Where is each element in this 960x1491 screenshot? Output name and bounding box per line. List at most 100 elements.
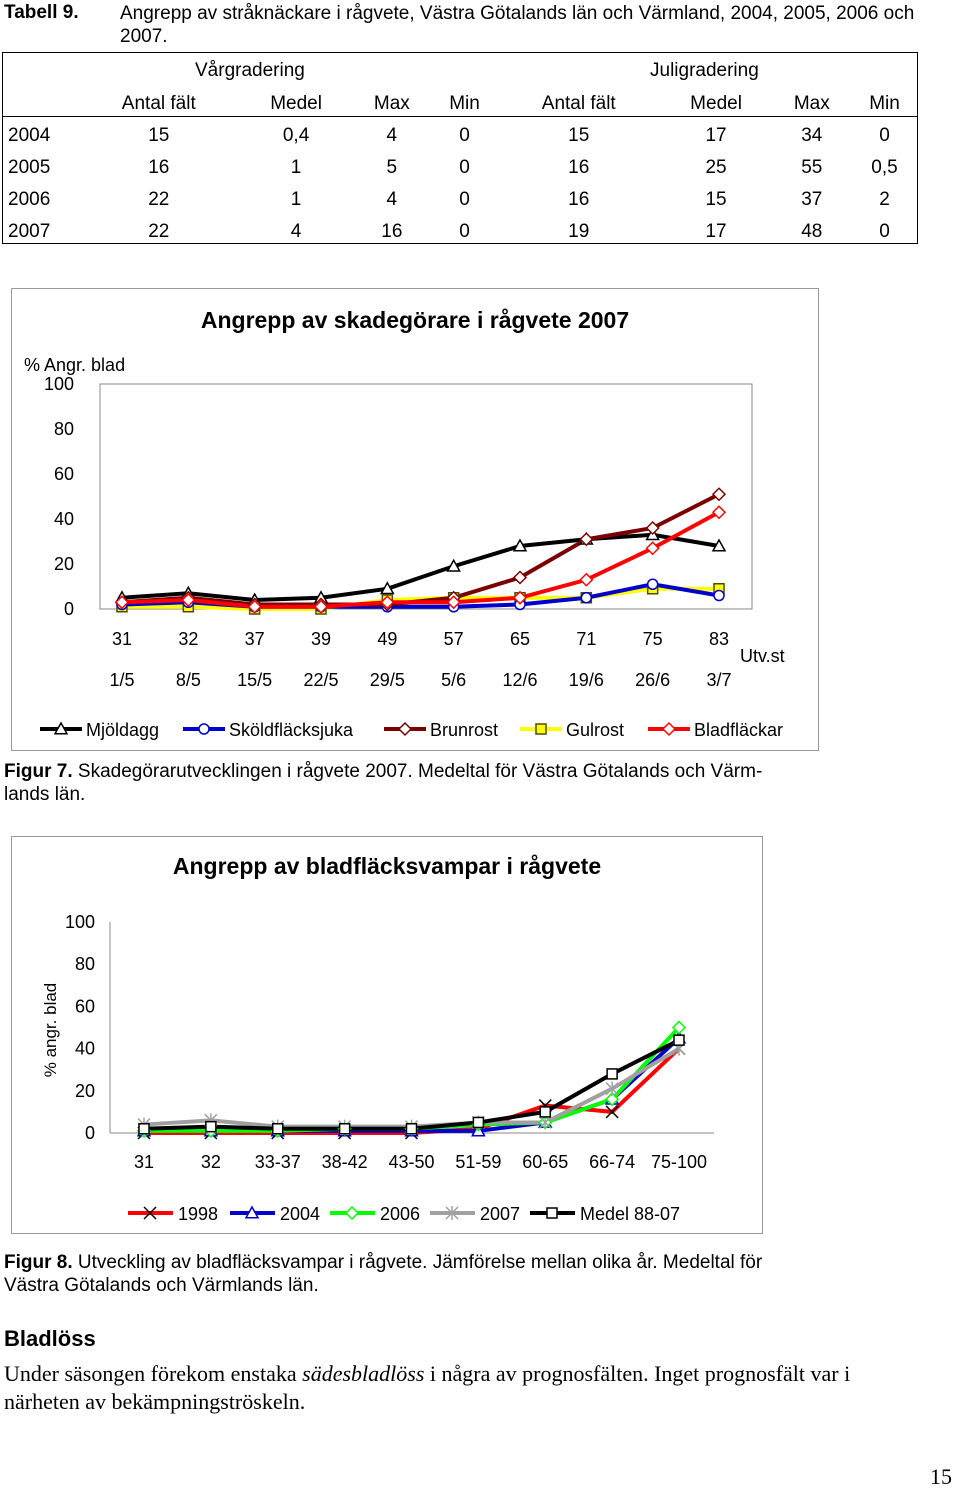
chart1-data-point xyxy=(380,581,395,595)
chart1-y-tick: 40 xyxy=(54,509,74,529)
chart2-legend-label: 2004 xyxy=(280,1204,320,1224)
chart1-legend-marker xyxy=(661,721,677,737)
chart1-x-date: 22/5 xyxy=(303,670,338,690)
chart1-legend-label: Sköldfläcksjuka xyxy=(229,720,354,740)
chart1-legend-label: Bladfläckar xyxy=(694,720,783,740)
chart2-data-point xyxy=(605,1105,619,1119)
chart2-svg: Angrepp av bladfläcksvampar i rågvete % a… xyxy=(41,853,714,1224)
header-cell: Min xyxy=(869,93,900,114)
chart2-x-tick: 43-50 xyxy=(388,1152,434,1172)
section-body: Under säsongen förekom enstaka sädesblad… xyxy=(4,1360,954,1416)
chart2-legend-marker xyxy=(143,1206,157,1220)
table-header-frame xyxy=(2,52,918,116)
chart2-y-tick: 80 xyxy=(75,954,95,974)
table-cell: 15 xyxy=(568,125,590,146)
chart2-legend-marker xyxy=(244,1205,260,1219)
chart1-x-tick: 37 xyxy=(245,629,265,649)
chart1-data-point xyxy=(579,572,594,587)
table-cell: 0 xyxy=(459,125,470,146)
table-body-frame xyxy=(2,116,918,244)
chart1-x-date: 29/5 xyxy=(370,670,405,690)
chart1-x-tick: 65 xyxy=(510,629,530,649)
chart1-y-tick: 0 xyxy=(64,599,74,619)
chart2-y-tick: 100 xyxy=(65,912,95,932)
table-row: 2004 15 0,4 4 0 15 17 34 0 xyxy=(2,120,918,152)
table-cell: 0 xyxy=(459,157,470,178)
chart1-x-tick: 83 xyxy=(709,629,729,649)
chart2-series-line xyxy=(143,1038,680,1131)
chart2-ylabel: % angr. blad xyxy=(41,983,60,1078)
chart1-frame xyxy=(11,288,819,751)
chart1-x-date: 1/5 xyxy=(109,670,134,690)
table-cell: 0 xyxy=(459,189,470,210)
table-cell: 22 xyxy=(148,189,170,210)
chart1-series-line xyxy=(121,510,720,609)
chart2-data-point xyxy=(272,1123,284,1135)
table-cell: 2005 xyxy=(8,157,51,178)
chart2-frame xyxy=(11,836,763,1234)
chart1-svg: Angrepp av skadegörare i rågvete 2007 % A… xyxy=(24,307,785,740)
chart1-y-tick: 20 xyxy=(54,554,74,574)
chart2-title: Angrepp av bladfläcksvampar i rågvete xyxy=(173,853,601,879)
table-cell: 4 xyxy=(386,189,398,210)
chart2-x-tick: 32 xyxy=(201,1152,221,1172)
chart1-x-tick: 57 xyxy=(444,629,464,649)
table-cell: 2004 xyxy=(8,125,51,146)
table-row: 2006 22 1 4 0 16 15 37 2 xyxy=(2,184,918,216)
chart1-legend-label: Mjöldagg xyxy=(86,720,159,740)
table-cell: 16 xyxy=(568,157,590,178)
chart1-y-tick: 80 xyxy=(54,419,74,439)
chart2-data-point xyxy=(671,1020,687,1035)
header-cell: Medel xyxy=(690,93,742,114)
table-row: 2005 16 1 5 0 16 25 55 0,5 xyxy=(2,152,918,184)
chart1-ylabel: % Angr. blad xyxy=(24,355,125,375)
chart1-x-date: 26/6 xyxy=(635,670,670,690)
table-cell: 37 xyxy=(801,189,823,210)
figure8-label: Figur 8. xyxy=(4,1252,73,1273)
chart1-legend-marker xyxy=(397,721,413,737)
table-cell: 22 xyxy=(148,221,170,242)
chart2-y-tick: 60 xyxy=(75,996,95,1016)
figure8-caption: Figur 8. Utveckling av bladfläcksvampar … xyxy=(4,1251,762,1297)
chart2-series-line xyxy=(144,1036,681,1133)
chart2-legend-label: 2007 xyxy=(480,1204,520,1224)
chart1-data-point xyxy=(114,595,130,610)
chart2-data-point xyxy=(205,1120,217,1133)
chart2-data-point xyxy=(539,1106,551,1118)
chart2-data-point xyxy=(673,1034,685,1046)
table-cell: 15 xyxy=(148,125,170,146)
chart1-x-tick: 32 xyxy=(178,629,198,649)
chart2-legend-label: 1998 xyxy=(178,1204,218,1224)
chart2-x-tick: 31 xyxy=(134,1152,154,1172)
chart1-data-point xyxy=(313,599,329,614)
table-cell: 1 xyxy=(290,157,302,178)
chart1-data-point xyxy=(645,520,660,536)
table-cell: 4 xyxy=(386,125,398,146)
chart2-data-point xyxy=(605,1081,619,1096)
chart2-legend-marker xyxy=(445,1206,459,1220)
table-cell: 25 xyxy=(705,157,727,178)
chart1-x-tick: 75 xyxy=(643,629,663,649)
chart1-legend-marker xyxy=(198,723,210,735)
header-cell: Min xyxy=(449,93,480,114)
chart2-data-point xyxy=(138,1123,150,1135)
figure7-text: Skadegörarutvecklingen i rågvete 2007. M… xyxy=(77,761,763,782)
table-cell: 15 xyxy=(705,189,727,210)
table-cell: 0 xyxy=(879,221,890,242)
chart1-data-point xyxy=(446,558,461,572)
table-group-spring: Vårgradering xyxy=(195,60,305,81)
chart1-x-date: 15/5 xyxy=(237,670,272,690)
chart2-series-line xyxy=(143,1046,681,1129)
table-cell: 0,5 xyxy=(871,157,898,178)
chart2-legend-label: Medel 88-07 xyxy=(580,1204,680,1224)
table-cell: 2 xyxy=(879,189,890,210)
chart1-legend-marker xyxy=(535,723,547,735)
chart1-x-date: 8/5 xyxy=(176,670,201,690)
chart2-x-tick: 66-74 xyxy=(589,1152,635,1172)
chart2-data-point xyxy=(538,1115,552,1130)
chart1-data-point xyxy=(579,532,594,547)
table-cell: 19 xyxy=(568,221,590,242)
table-cell: 48 xyxy=(801,221,823,242)
chart2-y-tick: 40 xyxy=(75,1039,95,1059)
figure7-caption: Figur 7. Skadegörarutvecklingen i rågvet… xyxy=(4,760,762,806)
